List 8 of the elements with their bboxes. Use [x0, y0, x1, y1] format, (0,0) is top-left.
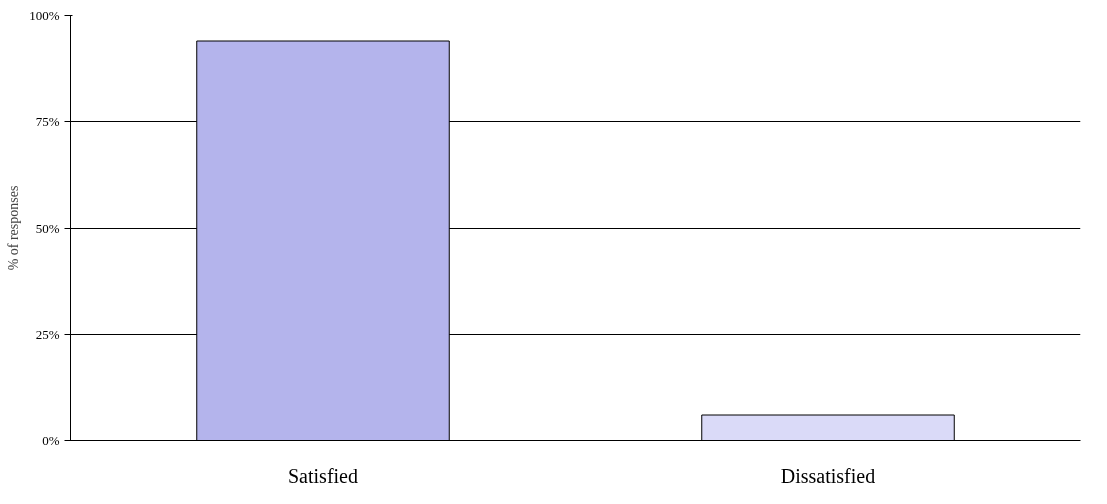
y-tick-label: 100% — [29, 8, 60, 23]
y-tick-label: 25% — [35, 326, 60, 342]
y-tick-label: 75% — [35, 114, 60, 130]
y-tick-label: 50% — [35, 220, 60, 236]
y-axis-title: % of responses — [6, 185, 22, 271]
y-tick-label: 0% — [42, 433, 60, 448]
x-tick-label: Satisfied — [288, 464, 358, 487]
x-tick-label: Dissatisfied — [780, 464, 876, 487]
